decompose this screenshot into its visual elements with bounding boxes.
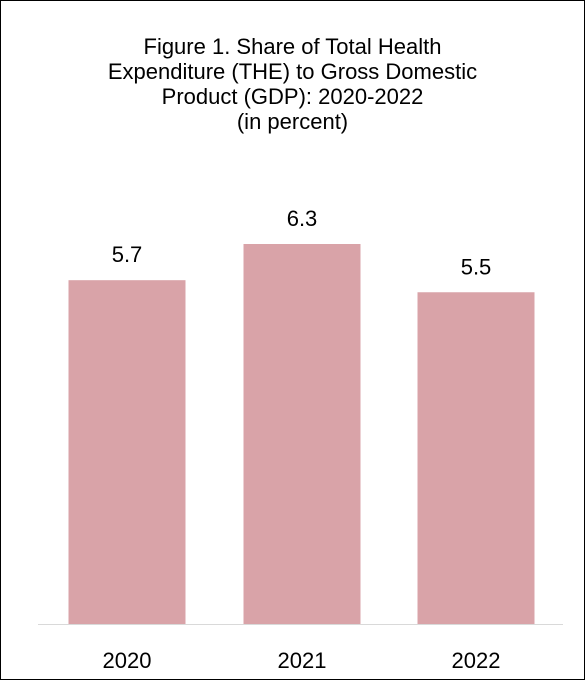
- chart-title-line-4: (in percent): [236, 109, 349, 134]
- chart-title-line-3: Product (GDP): 2020-2022: [161, 84, 424, 109]
- bar-2021: [243, 244, 361, 624]
- bar-2020: [68, 280, 186, 624]
- x-tick-label-2020: 2020: [103, 648, 152, 673]
- bar-2022: [417, 292, 535, 624]
- data-label-2021: 6.3: [287, 206, 318, 231]
- chart-title-line-2: Expenditure (THE) to Gross Domestic: [107, 59, 478, 84]
- data-label-2020: 5.7: [112, 242, 143, 267]
- plot-area: 5.7 2020 6.3 2021 5.5 2022: [38, 206, 563, 673]
- data-label-2022: 5.5: [461, 254, 492, 279]
- x-tick-label-2022: 2022: [452, 648, 501, 673]
- chart-title: Figure 1. Share of Total Health Expendit…: [41, 34, 544, 134]
- chart-title-line-1: Figure 1. Share of Total Health: [143, 34, 442, 59]
- x-tick-label-2021: 2021: [278, 648, 327, 673]
